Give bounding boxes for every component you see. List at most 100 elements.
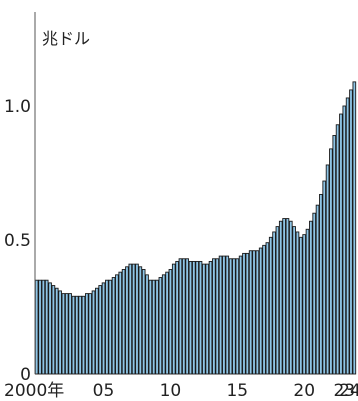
bar-71 <box>272 231 276 375</box>
bar-80 <box>302 234 306 375</box>
x-tick-label-1: 05 <box>93 381 115 401</box>
bar-21 <box>105 279 109 375</box>
bar-19 <box>98 285 103 375</box>
bar-25 <box>118 271 123 375</box>
bar-43 <box>178 258 183 375</box>
bar-35 <box>151 279 156 375</box>
bar-76 <box>288 220 293 375</box>
bars-group <box>34 81 357 375</box>
bar-75 <box>285 218 290 375</box>
bar-0 <box>34 279 39 375</box>
bar-20 <box>101 282 106 375</box>
bar-66 <box>255 250 260 375</box>
bar-81 <box>305 228 310 375</box>
bar-5 <box>51 285 56 375</box>
x-tick-label-2: 10 <box>160 381 182 401</box>
bar-48 <box>195 260 199 375</box>
bar-60 <box>235 258 240 375</box>
bar-54 <box>215 258 220 375</box>
x-tick-label-3: 15 <box>226 381 248 401</box>
bar-29 <box>131 263 136 375</box>
bar-58 <box>228 258 233 375</box>
bar-31 <box>138 266 143 375</box>
bar-14 <box>81 295 86 375</box>
bar-49 <box>198 260 203 375</box>
bar-33 <box>145 274 149 375</box>
bar-61 <box>238 255 243 375</box>
bar-38 <box>161 274 166 375</box>
bar-65 <box>252 250 256 375</box>
bar-32 <box>141 269 146 375</box>
bar-55 <box>218 255 223 375</box>
bar-47 <box>192 260 196 375</box>
bar-93 <box>345 97 350 375</box>
bar-78 <box>295 231 300 375</box>
bar-56 <box>222 255 226 375</box>
x-tick-label-0: 2000年 <box>4 381 64 401</box>
bar-69 <box>265 242 270 375</box>
bar-62 <box>242 252 246 375</box>
bar-52 <box>208 260 213 375</box>
bar-53 <box>212 258 216 375</box>
bar-24 <box>115 274 119 375</box>
bar-36 <box>155 279 159 375</box>
y-tick-label-0: 0 <box>20 365 31 385</box>
bar-6 <box>54 287 59 375</box>
bar-12 <box>74 295 79 375</box>
bar-28 <box>128 263 133 375</box>
bar-92 <box>342 105 347 375</box>
bar-44 <box>181 258 186 375</box>
bar-90 <box>335 124 340 375</box>
x-tick-label-5: 23 <box>333 381 355 401</box>
bar-64 <box>248 250 253 375</box>
bar-85 <box>319 193 323 375</box>
bar-23 <box>111 277 116 375</box>
bar-87 <box>325 164 330 375</box>
bar-42 <box>175 260 179 375</box>
bar-17 <box>91 290 96 375</box>
bar-72 <box>275 226 280 375</box>
bar-27 <box>125 266 129 375</box>
bar-59 <box>232 258 236 375</box>
bar-77 <box>292 226 296 375</box>
bar-45 <box>185 258 189 375</box>
bar-84 <box>315 204 320 375</box>
bar-94 <box>349 89 353 375</box>
bar-41 <box>171 263 176 375</box>
bar-13 <box>78 295 82 375</box>
bar-16 <box>88 293 92 375</box>
bar-79 <box>299 236 303 375</box>
bar-50 <box>202 263 206 375</box>
bar-70 <box>268 236 273 375</box>
bar-88 <box>329 148 333 375</box>
bar-95 <box>352 81 357 375</box>
bar-51 <box>205 263 210 375</box>
x-tick-label-4: 20 <box>293 381 315 401</box>
bar-1 <box>38 279 42 375</box>
bar-40 <box>168 269 173 375</box>
y-unit-label: 兆ドル <box>42 29 90 48</box>
bar-8 <box>61 293 66 375</box>
bar-34 <box>148 279 153 375</box>
bar-68 <box>262 244 266 375</box>
bar-2 <box>41 279 46 375</box>
bar-73 <box>278 220 283 375</box>
bar-3 <box>44 279 49 375</box>
bar-74 <box>282 218 286 375</box>
bar-82 <box>309 220 313 375</box>
bar-7 <box>58 290 62 375</box>
bar-91 <box>339 113 343 375</box>
bar-18 <box>95 287 99 375</box>
bar-39 <box>165 271 169 375</box>
bar-37 <box>158 277 163 375</box>
bar-9 <box>64 293 69 375</box>
bar-86 <box>322 180 327 375</box>
bar-10 <box>68 293 72 375</box>
y-tick-label-1: 0.5 <box>4 231 31 251</box>
bar-15 <box>85 293 89 375</box>
bar-26 <box>121 269 126 375</box>
bar-46 <box>188 260 193 375</box>
bar-22 <box>108 279 113 375</box>
